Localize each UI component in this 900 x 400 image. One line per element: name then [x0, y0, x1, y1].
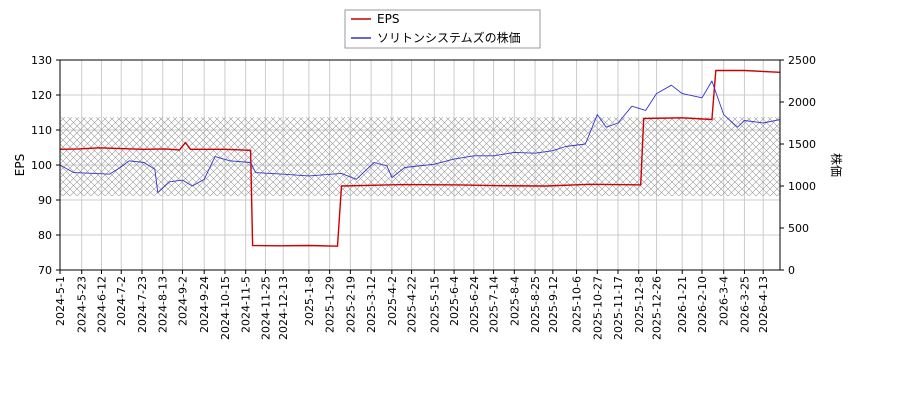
x-tick-label: 2024-12-13 — [277, 276, 290, 340]
hatch-band — [60, 117, 780, 197]
x-tick-label: 2025-3-12 — [365, 276, 378, 333]
x-tick-label: 2024-7-23 — [136, 276, 149, 333]
x-tick-label: 2024-6-12 — [95, 276, 108, 333]
x-tick-label: 2025-12-26 — [651, 276, 664, 340]
x-tick-label: 2025-10-27 — [591, 276, 604, 340]
hatch-band-area — [60, 117, 780, 197]
left-y-tick-label: 110 — [31, 124, 52, 137]
x-axis-ticks: 2024-5-1 2024-5-23 2024-6-12 2024-7-2 2024-7… — [54, 270, 770, 340]
x-tick-label: 2024-9-2 — [176, 276, 189, 326]
left-y-tick-label: 130 — [31, 54, 52, 67]
series-lines — [60, 69, 780, 247]
x-tick-label: 2025-8-25 — [529, 276, 542, 333]
x-tick-label: 2025-12-8 — [633, 276, 646, 333]
left-y-tick-label: 90 — [38, 194, 52, 207]
right-y-tick-label: 1500 — [788, 138, 816, 151]
x-tick-label: 2025-9-12 — [547, 276, 560, 333]
stock-price-line — [60, 80, 780, 194]
x-tick-label: 2024-9-24 — [198, 276, 211, 333]
left-y-axis-ticks: 70 80 90 100 110 120 130 — [31, 54, 60, 277]
x-tick-label: 2026-4-13 — [757, 276, 770, 333]
x-tick-label: 2024-5-1 — [54, 276, 67, 326]
x-tick-label: 2024-7-2 — [115, 276, 128, 326]
x-tick-label: 2024-11-25 — [259, 276, 272, 340]
legend: EPS ソリトンシステムズの株価 — [344, 9, 541, 49]
x-tick-label: 2025-5-15 — [428, 276, 441, 333]
x-tick-label: 2025-7-14 — [488, 276, 501, 333]
x-tick-label: 2024-8-13 — [157, 276, 170, 333]
right-y-tick-label: 1000 — [788, 180, 816, 193]
right-y-axis-ticks: 0 500 1000 1500 2000 2500 — [780, 54, 816, 277]
left-y-tick-label: 100 — [31, 159, 52, 172]
x-tick-label: 2025-2-19 — [344, 276, 357, 333]
left-y-tick-label: 80 — [38, 229, 52, 242]
right-y-tick-label: 2500 — [788, 54, 816, 67]
right-y-tick-label: 500 — [788, 222, 809, 235]
left-y-axis-label: EPS — [13, 154, 27, 176]
x-tick-label: 2026-3-4 — [718, 276, 731, 326]
x-tick-label: 2025-4-2 — [386, 276, 399, 326]
x-tick-label: 2025-1-29 — [324, 276, 337, 333]
legend-stock-price-label: ソリトンシステムズの株価 — [377, 30, 521, 45]
x-tick-label: 2024-10-15 — [219, 276, 232, 340]
x-tick-label: 2026-1-21 — [676, 276, 689, 333]
x-tick-label: 2024-11-5 — [240, 276, 253, 333]
x-tick-label: 2025-10-6 — [571, 276, 584, 333]
legend-eps-label: EPS — [377, 12, 399, 26]
x-tick-label: 2025-8-4 — [508, 276, 521, 326]
x-tick-label: 2025-1-8 — [303, 276, 316, 326]
eps-line — [60, 69, 780, 247]
right-y-tick-label: 2000 — [788, 96, 816, 109]
right-y-axis-label: 株価 — [829, 153, 844, 177]
legend-box — [344, 9, 541, 49]
x-tick-label: 2025-6-24 — [468, 276, 481, 333]
x-tick-label: 2025-4-22 — [406, 276, 419, 333]
x-tick-label: 2026-2-10 — [696, 276, 709, 333]
x-tick-label: 2026-3-25 — [738, 276, 751, 333]
x-tick-label: 2025-6-4 — [448, 276, 461, 326]
left-y-tick-label: 70 — [38, 264, 52, 277]
x-tick-label: 2024-5-23 — [76, 276, 89, 333]
right-y-tick-label: 0 — [788, 264, 795, 277]
left-y-tick-label: 120 — [31, 89, 52, 102]
x-tick-label: 2025-11-17 — [612, 276, 625, 340]
